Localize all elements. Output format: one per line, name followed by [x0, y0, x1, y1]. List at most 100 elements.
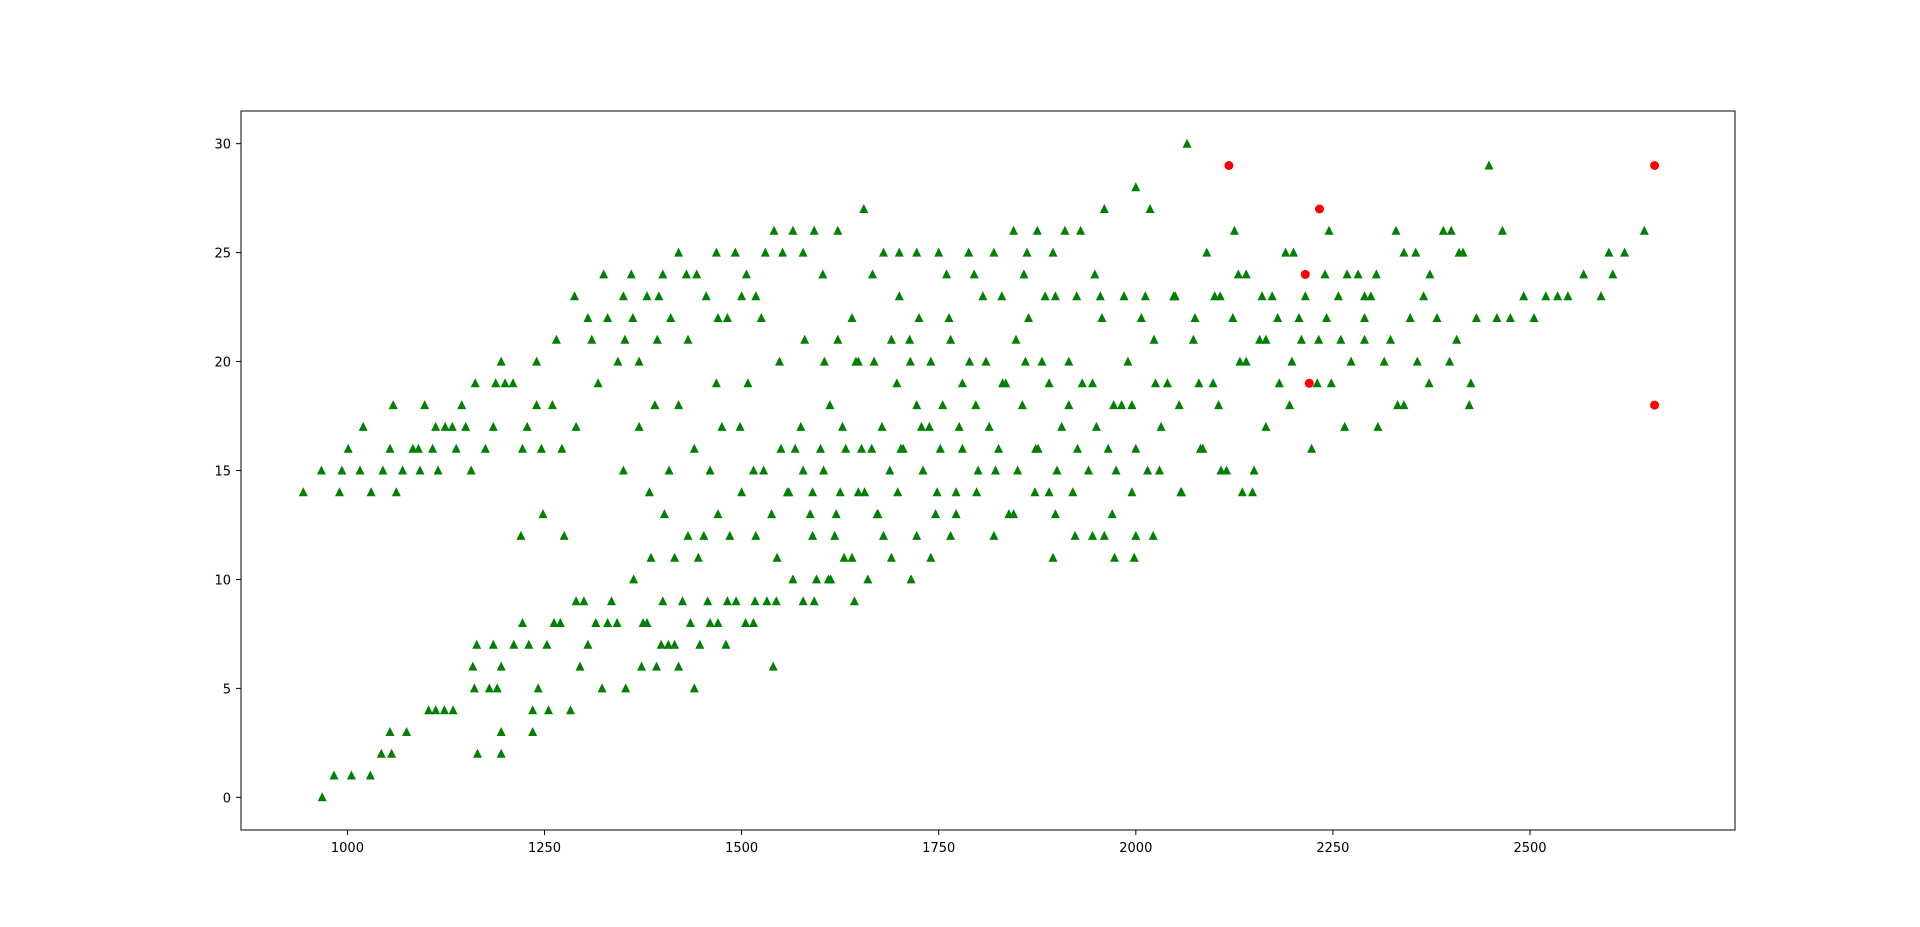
green-point-229 — [1320, 269, 1330, 279]
green-point-21 — [488, 639, 498, 649]
green-point-246 — [1432, 313, 1442, 322]
green-point-295 — [1019, 269, 1029, 279]
green-point-314 — [851, 356, 861, 366]
green-point-140 — [725, 530, 735, 540]
green-point-54 — [731, 596, 741, 606]
green-point-59 — [788, 574, 798, 584]
green-point-389 — [863, 574, 873, 584]
green-point-373 — [912, 530, 922, 540]
x-axis: 1000 1250 1500 1750 2000 2250 2500 — [331, 830, 1547, 856]
green-point-277 — [934, 247, 944, 257]
y-tick-label-1: 5 — [223, 682, 231, 697]
green-point-136 — [699, 530, 709, 540]
green-point-319 — [946, 334, 956, 344]
green-point-316 — [886, 334, 896, 344]
green-point-216 — [1235, 356, 1245, 366]
green-point-372 — [893, 487, 903, 497]
red-point-4 — [1650, 161, 1660, 170]
green-point-160 — [867, 443, 877, 453]
green-point-67 — [343, 443, 353, 453]
green-point-39 — [607, 596, 616, 606]
green-point-362 — [1177, 487, 1186, 497]
green-point-51 — [703, 596, 713, 606]
green-point-126 — [847, 313, 857, 322]
green-point-153 — [825, 400, 835, 410]
green-point-248 — [1445, 356, 1455, 366]
green-point-93 — [536, 443, 546, 453]
green-point-358 — [1091, 421, 1101, 431]
green-point-217 — [1241, 269, 1251, 279]
green-point-144 — [759, 465, 769, 475]
green-point-58 — [771, 596, 781, 606]
green-point-342 — [776, 443, 786, 453]
green-point-226 — [1300, 291, 1310, 301]
green-point-297 — [1072, 291, 1082, 301]
green-point-360 — [1131, 443, 1141, 453]
green-point-114 — [722, 313, 732, 322]
green-point-123 — [809, 225, 819, 235]
green-point-211 — [1202, 247, 1212, 257]
green-point-409 — [646, 552, 656, 562]
green-point-154 — [830, 530, 840, 540]
green-point-118 — [760, 247, 770, 257]
green-point-16 — [484, 683, 494, 693]
green-point-404 — [713, 313, 723, 322]
green-point-313 — [833, 334, 843, 344]
green-point-368 — [808, 487, 818, 497]
green-point-269 — [1145, 204, 1155, 213]
green-point-418 — [749, 618, 758, 627]
green-point-402 — [654, 291, 664, 301]
green-point-132 — [664, 465, 674, 475]
green-point-437 — [413, 443, 423, 453]
green-point-107 — [658, 269, 668, 279]
green-point-117 — [751, 291, 761, 301]
green-point-13 — [473, 748, 482, 758]
green-point-275 — [894, 247, 904, 257]
green-point-4 — [365, 770, 375, 780]
green-point-433 — [488, 421, 498, 431]
y-tick-label-2: 10 — [214, 573, 231, 588]
green-point-306 — [1273, 313, 1283, 322]
green-point-177 — [978, 291, 988, 301]
green-point-431 — [532, 400, 542, 410]
green-point-252 — [1471, 313, 1481, 322]
green-point-292 — [942, 269, 952, 279]
green-point-33 — [555, 618, 565, 627]
green-point-176 — [971, 400, 981, 410]
green-point-36 — [583, 639, 593, 649]
green-point-142 — [743, 378, 753, 388]
green-point-341 — [1466, 378, 1476, 388]
green-point-337 — [1336, 334, 1346, 344]
green-point-111 — [692, 269, 702, 279]
green-point-247 — [1438, 225, 1448, 235]
green-point-410 — [659, 509, 669, 519]
green-point-128 — [868, 269, 877, 279]
green-point-234 — [1353, 269, 1363, 279]
green-point-387 — [823, 574, 833, 584]
green-point-56 — [750, 596, 760, 606]
green-point-75 — [398, 465, 408, 475]
green-point-192 — [1077, 378, 1087, 388]
green-point-286 — [1446, 225, 1456, 235]
red-point-3 — [1304, 378, 1314, 388]
green-point-172 — [944, 313, 954, 322]
green-point-46 — [663, 639, 673, 649]
green-point-380 — [1050, 509, 1060, 519]
green-point-253 — [1484, 160, 1494, 170]
green-point-254 — [1492, 313, 1502, 322]
green-point-53 — [722, 596, 732, 606]
green-point-134 — [683, 530, 693, 540]
red-point-2 — [1300, 269, 1310, 279]
green-point-429 — [538, 509, 548, 519]
y-tick-label-6: 30 — [214, 138, 231, 153]
green-point-322 — [1001, 378, 1011, 388]
green-point-274 — [1076, 225, 1086, 235]
green-point-74 — [391, 487, 401, 497]
green-point-215 — [1228, 313, 1238, 322]
green-point-335 — [1285, 400, 1295, 410]
green-point-193 — [1084, 465, 1093, 475]
green-point-361 — [1155, 465, 1164, 475]
green-point-381 — [1068, 487, 1078, 497]
green-point-105 — [642, 291, 652, 301]
green-point-47 — [670, 639, 680, 649]
